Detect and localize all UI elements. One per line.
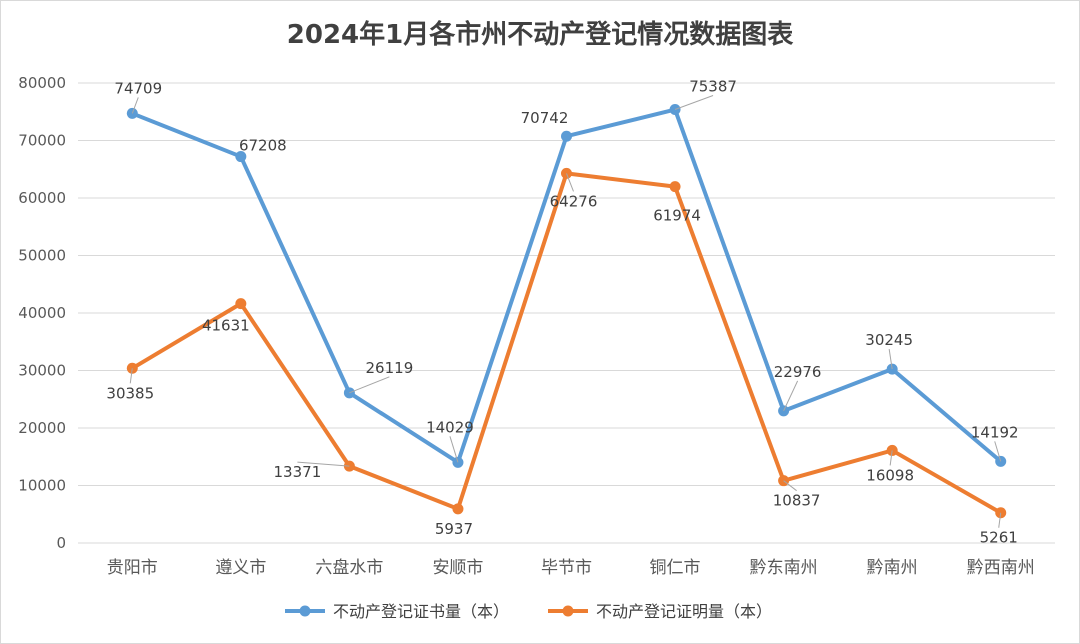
x-tick-label: 铜仁市 — [650, 558, 701, 578]
x-tick-label: 安顺市 — [432, 558, 483, 578]
legend-label: 不动产登记证明量（本） — [596, 602, 772, 621]
legend-swatch-marker — [299, 605, 311, 617]
chart-title: 2024年1月各市州不动产登记情况数据图表 — [286, 20, 794, 50]
x-tick-label: 六盘水市 — [315, 558, 383, 578]
series-line-1 — [130, 107, 1003, 465]
data-label: 30245 — [865, 331, 913, 349]
x-tick-label: 毕节市 — [541, 558, 592, 578]
x-tick-label: 黔西南州 — [967, 558, 1035, 578]
data-label: 14029 — [426, 418, 474, 436]
leader-line — [783, 380, 799, 412]
data-label: 14192 — [971, 423, 1019, 441]
data-label: 26119 — [366, 359, 414, 377]
leader-line — [888, 349, 893, 370]
y-tick-label: 10000 — [18, 477, 66, 495]
x-tick-label: 黔南州 — [867, 558, 918, 578]
y-tick-label: 40000 — [18, 304, 66, 322]
data-label: 41631 — [202, 317, 250, 335]
data-label: 64276 — [550, 192, 598, 210]
data-label: 75387 — [689, 78, 737, 96]
data-point — [452, 503, 464, 515]
data-point — [235, 151, 247, 163]
y-tick-label: 50000 — [18, 247, 66, 265]
y-tick-label: 30000 — [18, 362, 66, 380]
data-label: 61974 — [653, 207, 701, 225]
data-point — [669, 181, 681, 193]
y-tick-label: 20000 — [18, 419, 66, 437]
y-tick-label: 80000 — [18, 74, 66, 92]
y-tick-label: 60000 — [18, 189, 66, 207]
y-tick-label: 70000 — [18, 132, 66, 150]
data-point — [561, 130, 572, 142]
leader-line — [998, 512, 1002, 528]
data-label: 16098 — [866, 466, 914, 484]
legend-swatch-marker — [562, 605, 574, 617]
leader-line — [129, 368, 133, 384]
data-label: 22976 — [774, 363, 822, 381]
data-label: 13371 — [274, 463, 322, 481]
leader-line — [994, 441, 1002, 462]
data-label: 30385 — [106, 384, 154, 402]
data-label: 70742 — [521, 109, 569, 127]
leader-line — [297, 461, 350, 467]
data-label: 10837 — [773, 492, 821, 510]
x-tick-label: 遵义市 — [215, 558, 266, 578]
data-label: 5261 — [980, 529, 1018, 547]
leader-line — [783, 480, 797, 492]
leader-line — [349, 376, 390, 394]
leader-line — [131, 97, 139, 114]
data-label: 74709 — [114, 79, 162, 97]
data-label: 5937 — [435, 520, 473, 538]
leader-line — [566, 173, 574, 192]
leader-line — [674, 95, 714, 110]
data-point — [235, 298, 247, 310]
x-tick-label: 黔东南州 — [750, 558, 818, 578]
x-tick-label: 贵阳市 — [107, 558, 158, 578]
data-label: 67208 — [239, 137, 287, 155]
leader-line — [449, 436, 459, 463]
leader-line — [889, 450, 893, 466]
legend-label: 不动产登记证书量（本） — [333, 602, 509, 621]
y-tick-label: 0 — [56, 534, 66, 552]
